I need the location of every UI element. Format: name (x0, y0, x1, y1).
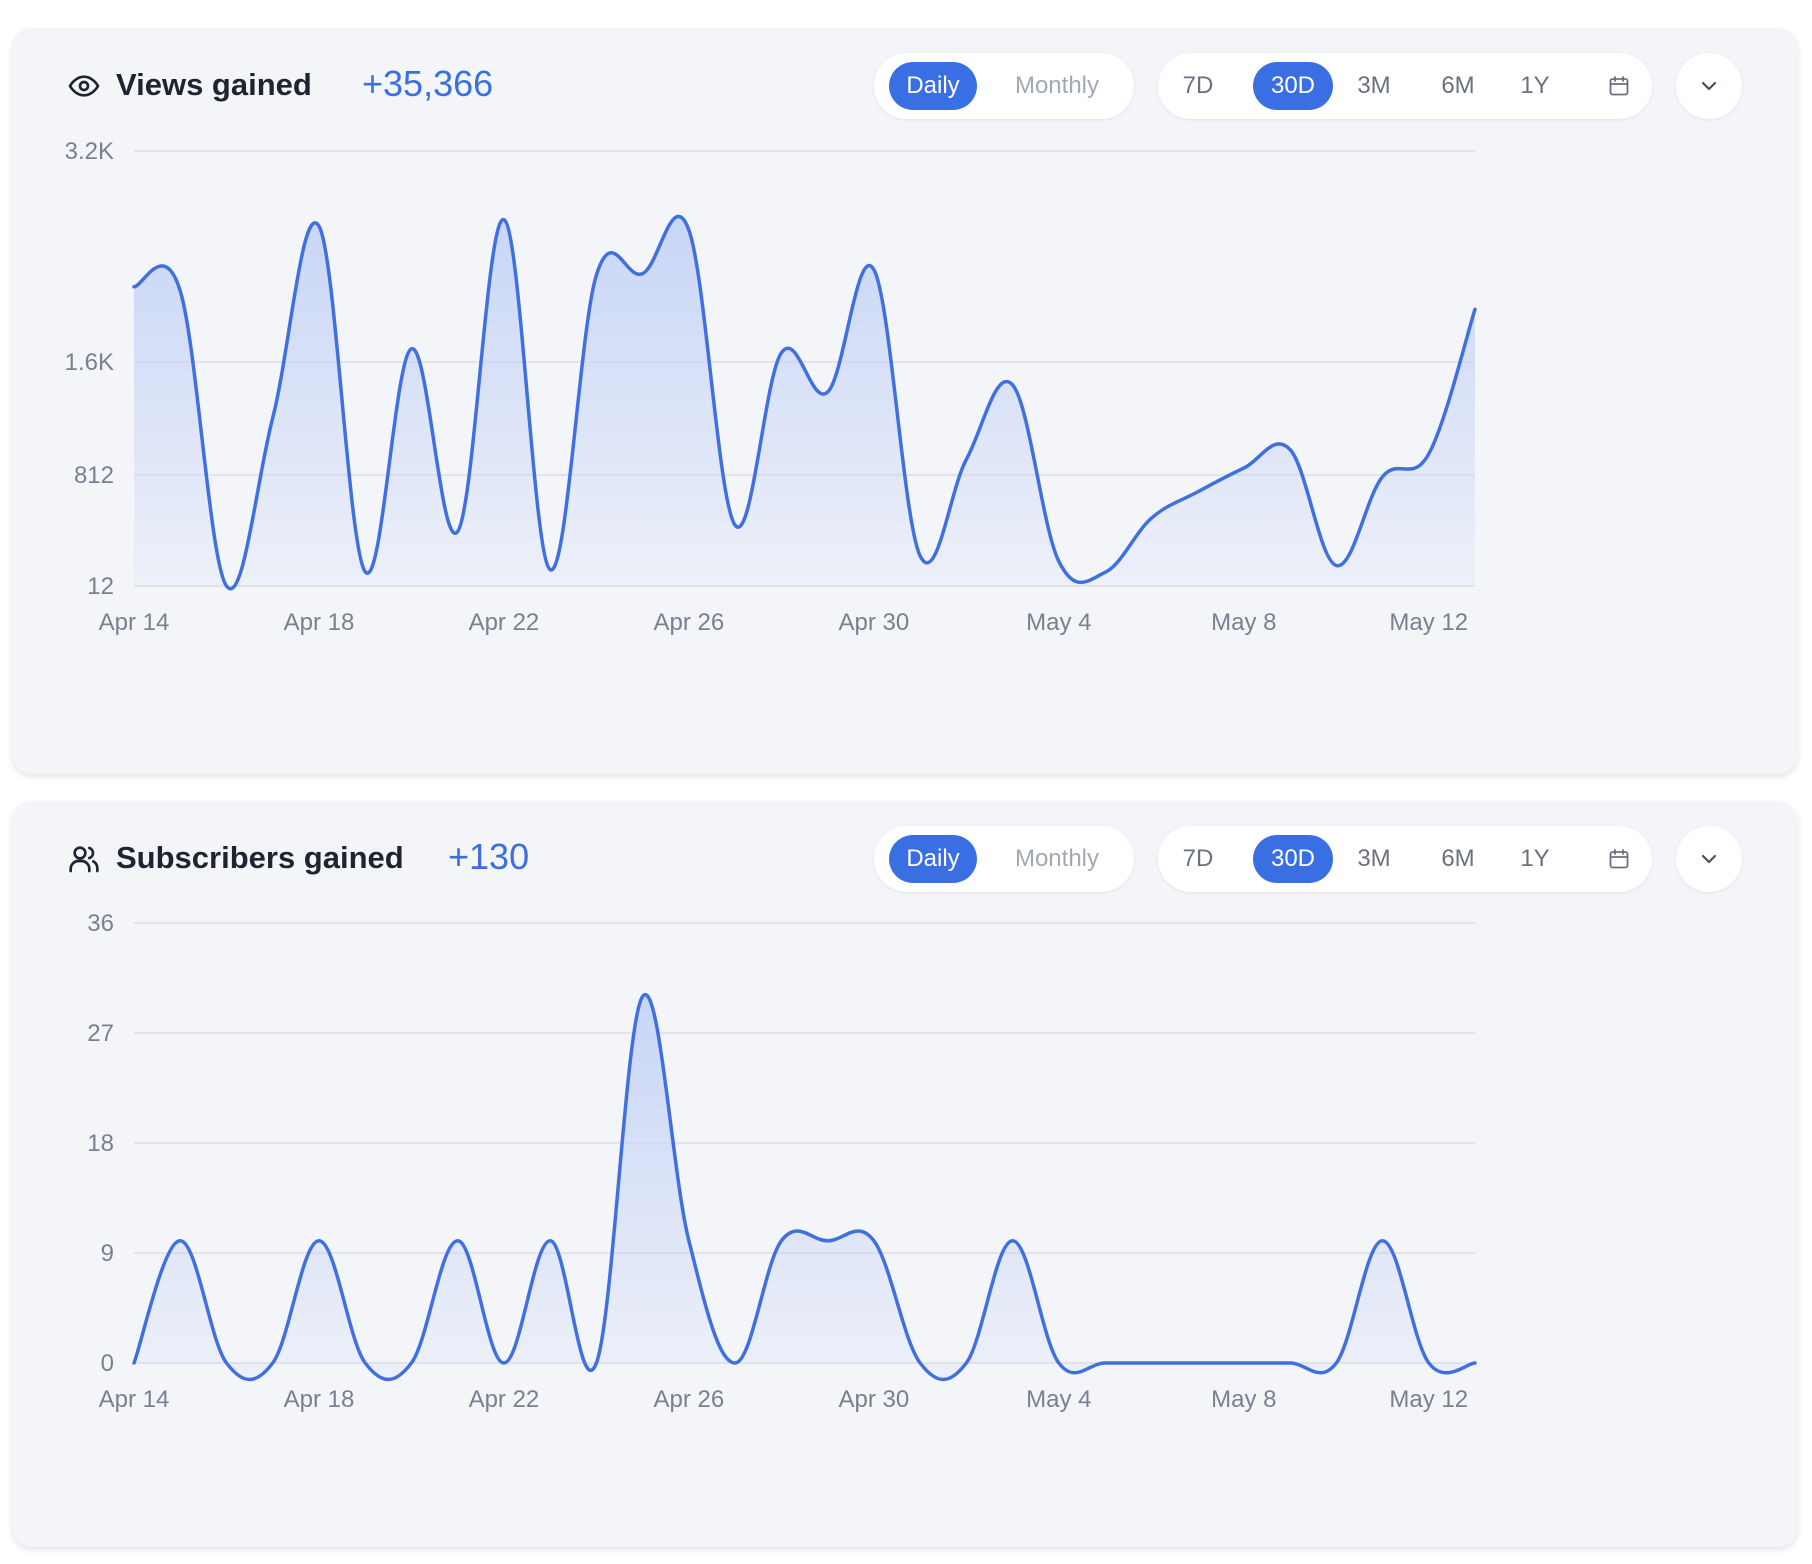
subscribers-more-button[interactable] (1676, 826, 1742, 892)
subscribers-y-tick-label: 18 (87, 1130, 114, 1157)
views-more-button[interactable] (1676, 53, 1742, 119)
subscribers-x-tick-label: Apr 22 (469, 1386, 540, 1413)
users-icon (69, 846, 99, 873)
subscribers-daily-button[interactable]: Daily (889, 835, 977, 883)
views-x-tick-label: May 12 (1389, 609, 1468, 636)
subscribers-header: Subscribers gained +130 Daily Monthly 7D… (12, 801, 1798, 921)
views-x-tick-label: Apr 30 (839, 609, 910, 636)
subscribers-x-tick-label: May 4 (1026, 1386, 1091, 1413)
subscribers-range-30d[interactable]: 30D (1253, 835, 1333, 883)
subscribers-chart: 36 27 18 9 0 Apr 14 Apr 18 Apr 22 Apr 26 Apr 30 Ma… (87, 910, 1477, 1413)
subscribers-line (132, 992, 1477, 1382)
eye-icon (68, 75, 100, 97)
views-range-3m[interactable]: 3M (1357, 72, 1391, 99)
views-range-1y[interactable]: 1Y (1520, 72, 1550, 99)
subscribers-y-tick-label: 0 (101, 1350, 114, 1377)
views-daily-button[interactable]: Daily (889, 62, 977, 110)
views-monthly-button[interactable]: Monthly (1014, 72, 1100, 99)
views-range-7d[interactable]: 7D (1182, 72, 1214, 99)
views-chart: 3.2K 1.6K 812 12 Apr 14 Apr 18 Apr 22 Apr 26 Apr… (65, 138, 1477, 636)
calendar-icon[interactable] (1607, 847, 1631, 871)
subscribers-x-tick-label: May 12 (1389, 1386, 1468, 1413)
subscribers-x-tick-label: Apr 30 (839, 1386, 910, 1413)
views-x-tick-label: May 4 (1026, 609, 1091, 636)
views-area (134, 216, 1475, 589)
views-x-tick-label: Apr 26 (654, 609, 725, 636)
views-header: Views gained +35,366 Daily Monthly 7D 30… (12, 28, 1798, 148)
views-x-tick-label: May 8 (1211, 609, 1276, 636)
subscribers-range-1y[interactable]: 1Y (1520, 845, 1550, 872)
views-range-6m[interactable]: 6M (1441, 72, 1475, 99)
subscribers-range-7d[interactable]: 7D (1182, 845, 1214, 872)
views-card: Views gained +35,366 Daily Monthly 7D 30… (12, 28, 1798, 774)
views-x-tick-label: Apr 22 (469, 609, 540, 636)
subscribers-y-tick-label: 9 (101, 1240, 114, 1267)
subscribers-mode-toggle: Daily Monthly (874, 826, 1134, 892)
views-y-tick-label: 12 (87, 573, 114, 600)
subscribers-x-tick-label: May 8 (1211, 1386, 1276, 1413)
subscribers-x-tick-label: Apr 26 (654, 1386, 725, 1413)
views-title: Views gained (116, 67, 312, 102)
views-y-tick-label: 1.6K (65, 349, 114, 376)
views-range-selector: 7D 30D 3M 6M 1Y (1158, 53, 1652, 119)
views-y-tick-label: 812 (74, 462, 114, 489)
subscribers-range-3m[interactable]: 3M (1357, 845, 1391, 872)
subscribers-monthly-button[interactable]: Monthly (1014, 845, 1100, 872)
subscribers-title: Subscribers gained (116, 840, 404, 875)
views-x-tick-label: Apr 18 (284, 609, 355, 636)
views-y-tick-label: 3.2K (65, 138, 114, 165)
views-total: +35,366 (362, 63, 494, 104)
views-line (132, 214, 1477, 591)
subscribers-card: Subscribers gained +130 Daily Monthly 7D… (12, 801, 1798, 1547)
views-x-tick-label: Apr 14 (99, 609, 170, 636)
views-range-30d[interactable]: 30D (1253, 62, 1333, 110)
subscribers-range-selector: 7D 30D 3M 6M 1Y (1158, 826, 1652, 892)
subscribers-y-tick-label: 27 (87, 1020, 114, 1047)
subscribers-range-6m[interactable]: 6M (1441, 845, 1475, 872)
chevron-down-icon (1701, 81, 1717, 91)
subscribers-total: +130 (448, 836, 530, 877)
subscribers-x-tick-label: Apr 14 (99, 1386, 170, 1413)
chevron-down-icon (1701, 854, 1717, 864)
views-mode-toggle: Daily Monthly (874, 53, 1134, 119)
calendar-icon[interactable] (1607, 74, 1631, 98)
subscribers-y-tick-label: 36 (87, 910, 114, 937)
subscribers-x-tick-label: Apr 18 (284, 1386, 355, 1413)
subscribers-area (134, 994, 1475, 1380)
